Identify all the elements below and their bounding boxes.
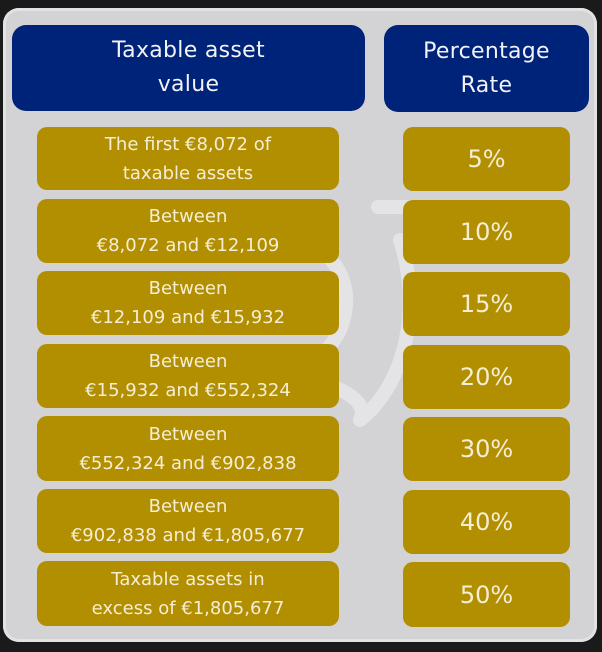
rate-cell: 30% — [403, 417, 570, 481]
rate-text: 50% — [459, 580, 514, 609]
rate-text: 5% — [467, 145, 506, 173]
bracket-text: Between €902,838 and €1,805,677 — [70, 496, 306, 546]
bracket-text: Between €552,324 and €902,838 — [79, 423, 297, 474]
bracket-text: Taxable assets in excess of €1,805,677 — [91, 568, 285, 619]
rate-text: 30% — [459, 435, 514, 463]
rate-text: 40% — [459, 508, 514, 536]
bracket-cell: Between €8,072 and €12,109 — [37, 199, 339, 263]
rate-cell: 40% — [403, 490, 570, 554]
rate-cell: 15% — [403, 272, 570, 336]
bracket-text: Between €15,932 and €552,324 — [85, 351, 291, 401]
header-percentage-rate: Percentage Rate — [384, 25, 589, 112]
rate-cell: 50% — [403, 562, 570, 627]
bracket-cell: Taxable assets in excess of €1,805,677 — [37, 561, 339, 626]
header-taxable-asset-value: Taxable asset value — [12, 25, 365, 111]
bracket-cell: The first €8,072 of taxable assets — [37, 127, 339, 190]
rate-text: 10% — [459, 218, 514, 246]
bracket-text: Between €8,072 and €12,109 — [96, 206, 280, 256]
rate-text: 15% — [459, 290, 514, 318]
bracket-text: Between €12,109 and €15,932 — [90, 278, 286, 328]
bracket-cell: Between €12,109 and €15,932 — [37, 271, 339, 335]
bracket-cell: Between €552,324 and €902,838 — [37, 416, 339, 481]
header-label: Taxable asset value — [112, 38, 265, 97]
rate-cell: 5% — [403, 127, 570, 191]
bracket-text: The first €8,072 of taxable assets — [104, 133, 272, 184]
rate-text: 20% — [459, 363, 514, 391]
rate-cell: 10% — [403, 200, 570, 264]
rate-cell: 20% — [403, 345, 570, 409]
header-label: Percentage Rate — [423, 38, 550, 98]
bracket-cell: Between €15,932 and €552,324 — [37, 344, 339, 408]
bracket-cell: Between €902,838 and €1,805,677 — [37, 489, 339, 553]
